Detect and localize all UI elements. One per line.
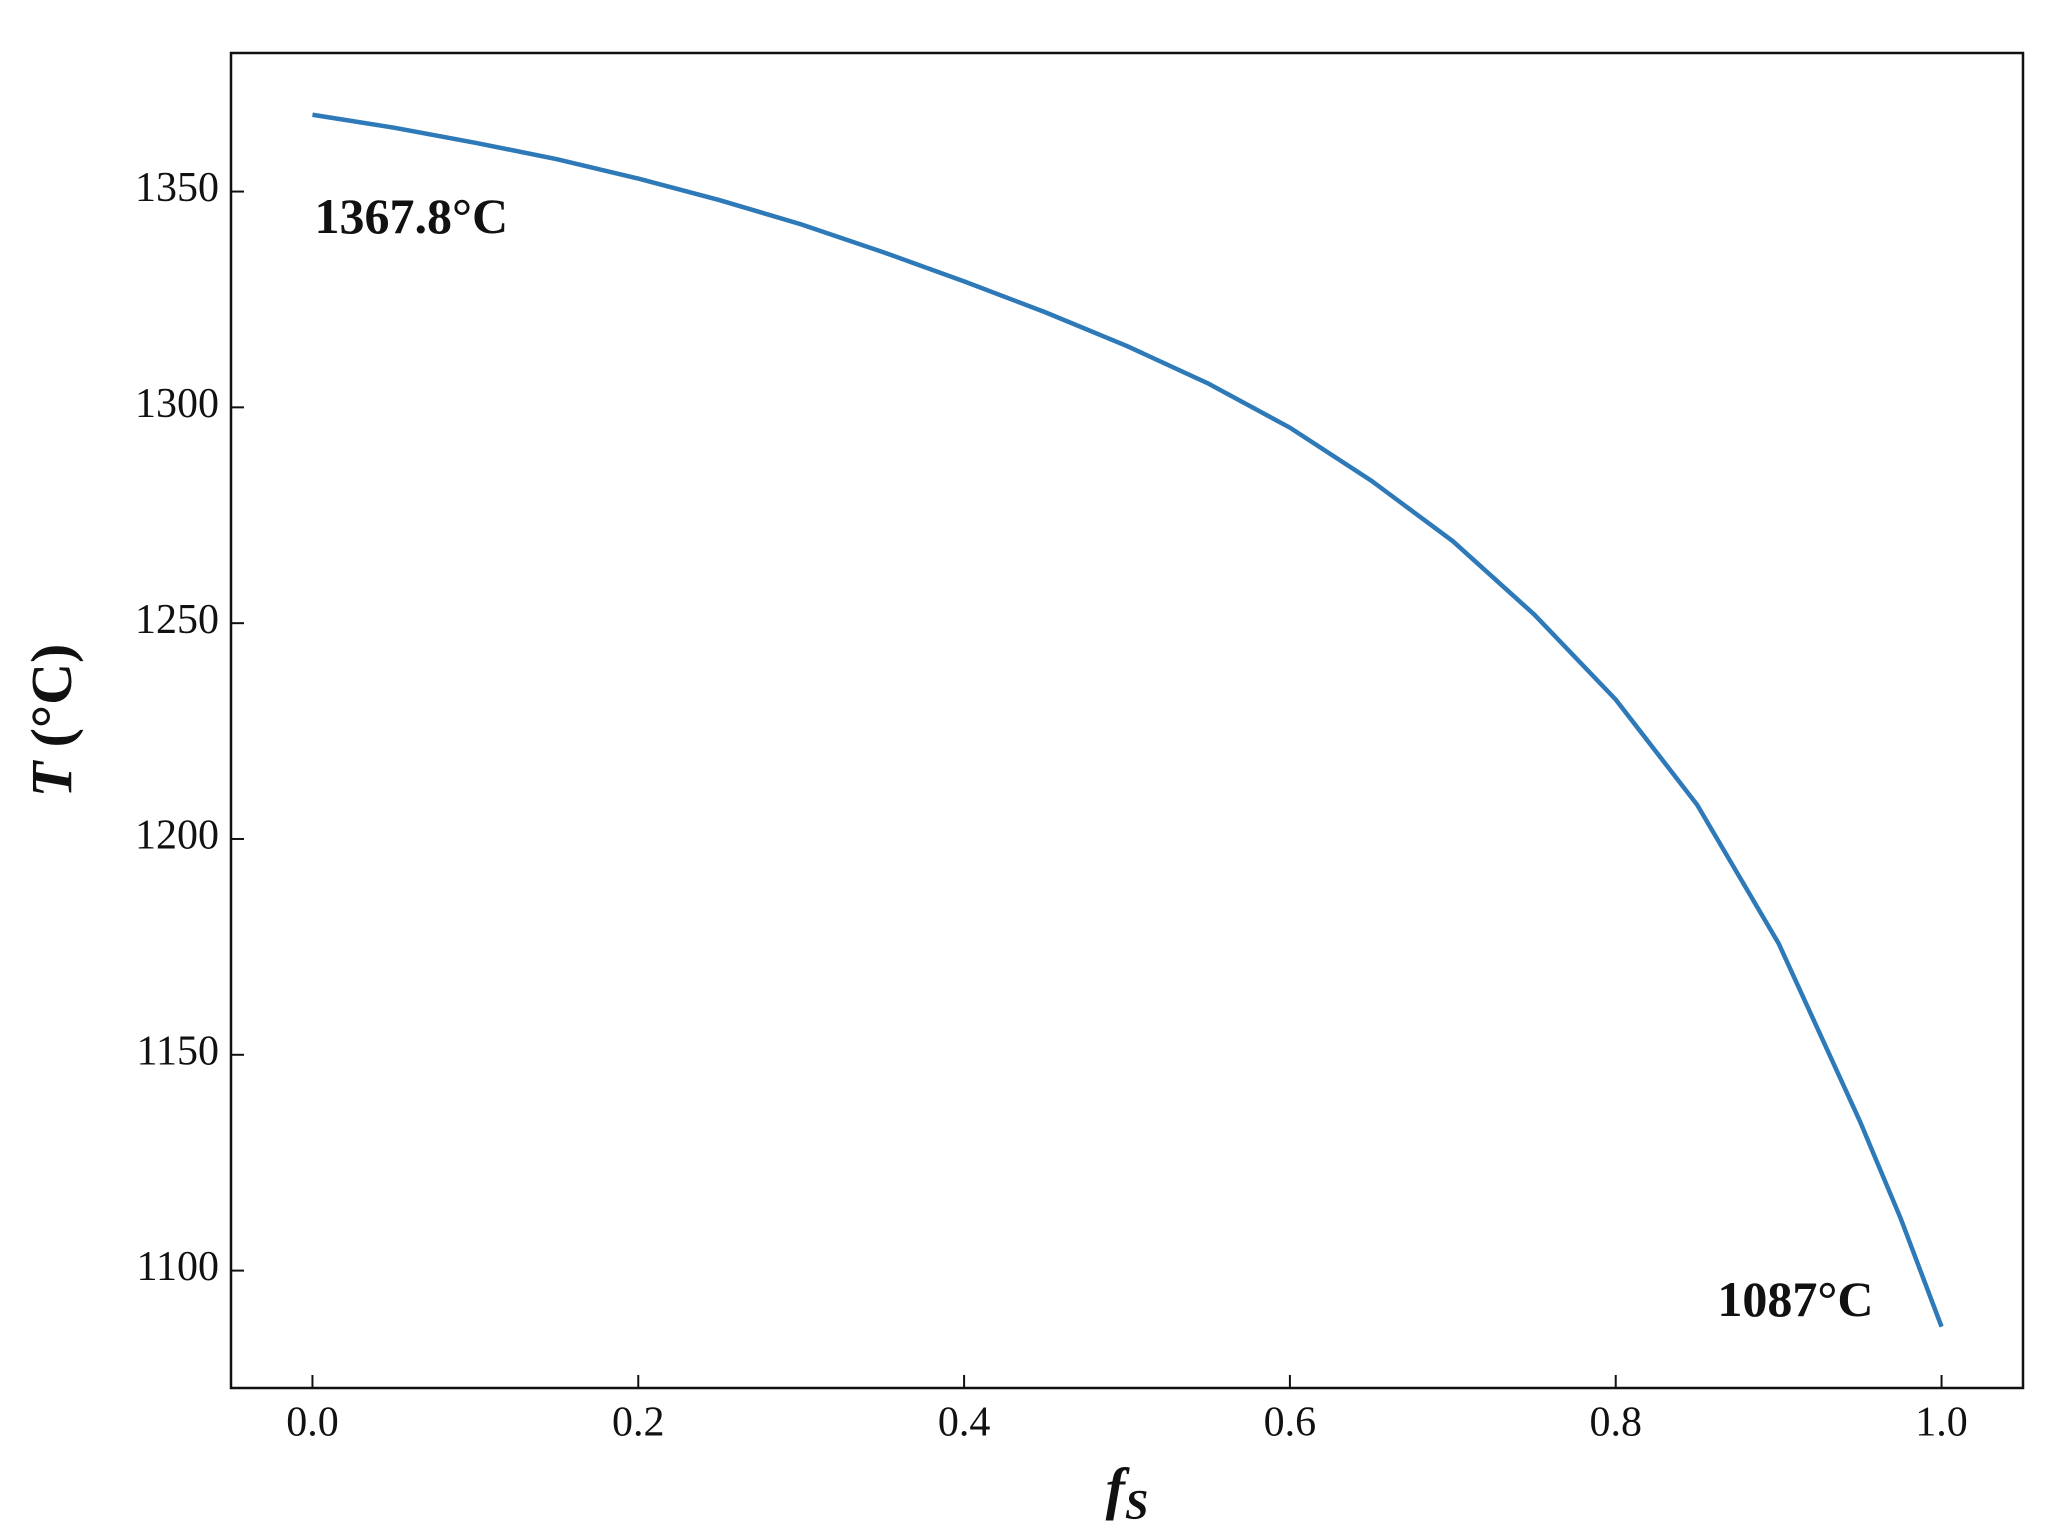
x-tick-label: 0.0 — [286, 1400, 339, 1446]
y-tick-label: 1250 — [135, 597, 219, 643]
y-axis-label: T (°C) — [19, 644, 84, 798]
x-axis-label-sub: S — [1125, 1483, 1148, 1529]
x-tick-label: 0.8 — [1589, 1400, 1642, 1446]
x-tick-label: 0.4 — [938, 1400, 991, 1446]
y-tick-label: 1350 — [135, 165, 219, 211]
y-tick-label: 1150 — [137, 1028, 219, 1074]
x-tick-label: 0.2 — [612, 1400, 665, 1446]
x-tick-label: 1.0 — [1915, 1400, 1968, 1446]
y-axis-label-var: T — [19, 759, 84, 797]
x-axis-label: fS — [1106, 1456, 1149, 1528]
x-tick-label: 0.6 — [1264, 1400, 1317, 1446]
y-tick-label: 1300 — [135, 381, 219, 427]
annotation: 1087°C — [1717, 1271, 1873, 1327]
plot-frame — [229, 51, 2025, 1390]
data-line — [312, 112, 1944, 1328]
annotation: 1367.8°C — [314, 188, 508, 244]
y-tick-label: 1200 — [135, 813, 219, 859]
y-axis-label-unit: (°C) — [19, 644, 84, 762]
y-tick-label: 1100 — [137, 1244, 219, 1290]
